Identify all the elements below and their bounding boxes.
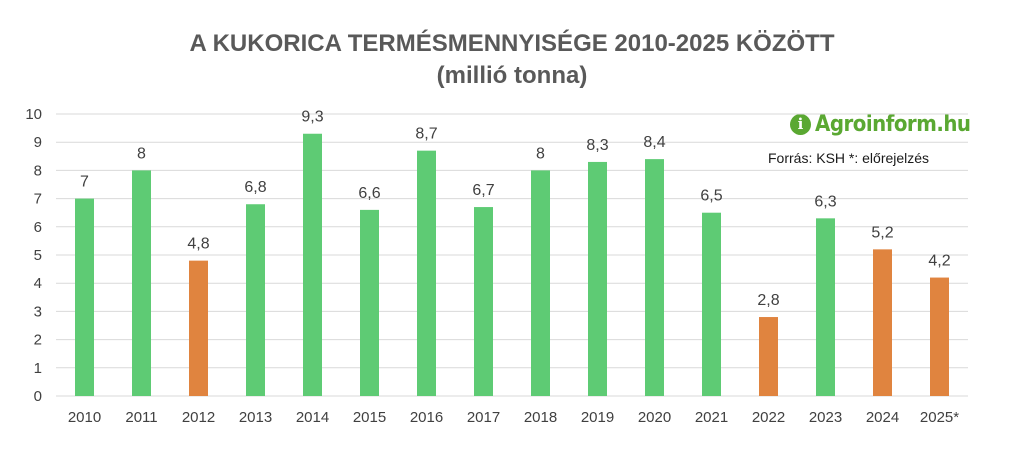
x-tick-label: 2016 [410,409,443,426]
bar-2021 [702,212,721,396]
y-tick-label: 4 [34,275,42,292]
x-tick-label: 2010 [68,409,101,426]
data-label: 9,3 [301,109,323,126]
data-label: 8,4 [643,134,665,151]
x-tick-label: 2024 [866,409,899,426]
data-label: 4,8 [187,236,209,253]
x-tick-label: 2015 [353,409,386,426]
x-tick-label: 2021 [695,409,728,426]
y-tick-label: 1 [34,360,42,377]
info-icon: i [790,113,811,135]
brand-text: Agroinform.hu [815,111,971,137]
y-tick-label: 3 [34,303,42,320]
x-tick-label: 2011 [125,409,157,426]
bar-2011 [132,170,151,396]
y-tick-label: 0 [34,388,42,405]
data-label: 8 [536,145,545,162]
data-label: 8,7 [415,126,437,143]
bar-2014 [303,133,322,397]
bar-2015 [360,209,379,396]
bar-2016 [417,150,436,396]
x-tick-label: 2017 [467,409,500,426]
y-tick-label: 5 [34,247,42,264]
bar-2023 [816,218,835,396]
data-label: 8,3 [586,137,608,154]
data-label: 5,2 [871,224,893,241]
x-tick-label: 2020 [638,409,671,426]
y-tick-label: 8 [34,162,42,179]
bar-2012 [189,260,208,396]
bar-2025 [930,277,949,396]
data-label: 6,6 [358,185,380,202]
x-tick-label: 2013 [239,409,272,426]
x-tick-label: 2018 [524,409,557,426]
x-tick-label: 2022 [752,409,785,426]
data-labels: 7 8 4,8 6,8 9,3 6,6 8,7 6,7 8 8,3 8,4 6,5 2,8 6,3 5,2 4… [80,109,951,309]
bar-2019 [588,161,607,396]
bar-2017 [474,207,493,396]
brand-logo: i Agroinform.hu [790,110,971,138]
bar-2020 [645,159,664,396]
x-tick-label: 2014 [296,409,329,426]
data-label: 6,5 [700,188,722,205]
y-tick-label: 7 [34,191,42,208]
y-tick-label: 2 [34,332,42,349]
bar-2010 [75,198,94,396]
bar-2018 [531,170,550,396]
x-axis-tick-labels: 2010 2011 2012 2013 2014 2015 2016 2017 2018 2019… [68,409,959,426]
source-note: Forrás: KSH *: előrejelzés [768,150,930,166]
data-label: 4,2 [928,253,950,270]
x-tick-label: 2012 [182,409,215,426]
chart-title: A KUKORICA TERMÉSMENNYISÉGE 2010-2025 KÖ… [189,30,835,57]
bar-2022 [759,317,778,396]
x-tick-label: 2023 [809,409,842,426]
bar-2013 [246,204,265,396]
chart-subtitle: (millió tonna) [436,62,588,89]
bars [75,133,949,397]
x-tick-label: 2019 [581,409,614,426]
data-label: 2,8 [757,292,779,309]
data-label: 6,3 [814,193,836,210]
x-tick-label: 2025* [920,409,959,426]
data-label: 8 [137,145,146,162]
y-axis-tick-labels: 0 1 2 3 4 5 6 7 8 9 10 [25,106,42,405]
data-label: 6,8 [244,179,266,196]
y-tick-label: 6 [34,219,42,236]
data-label: 6,7 [472,182,494,199]
y-tick-label: 9 [34,134,42,151]
bar-2024 [873,249,892,396]
data-label: 7 [80,174,89,191]
y-tick-label: 10 [25,106,42,123]
